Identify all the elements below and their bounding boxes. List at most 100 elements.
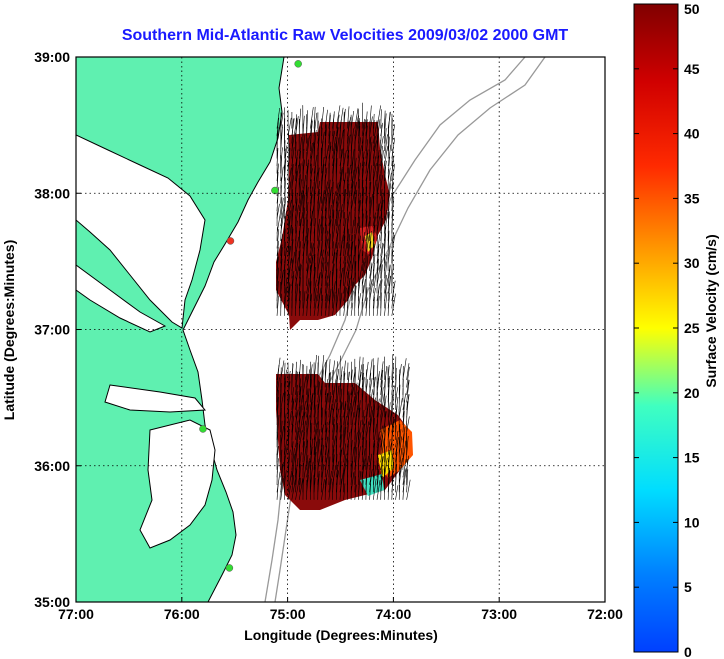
velocity-vector xyxy=(391,155,395,174)
velocity-vector xyxy=(310,203,315,227)
velocity-vector xyxy=(313,392,316,418)
velocity-vector xyxy=(376,203,380,226)
velocity-vector xyxy=(380,122,384,137)
velocity-vector xyxy=(321,479,325,500)
velocity-vector xyxy=(339,234,344,256)
velocity-vector xyxy=(291,394,294,410)
velocity-vector xyxy=(361,118,365,137)
velocity-vector xyxy=(284,241,286,256)
velocity-vector xyxy=(287,266,291,286)
velocity-vector xyxy=(332,209,335,226)
velocity-vector xyxy=(284,158,287,182)
velocity-vector xyxy=(369,182,372,197)
velocity-vector xyxy=(276,414,280,440)
velocity-vector xyxy=(365,111,368,129)
velocity-vector xyxy=(339,107,344,129)
velocity-vector xyxy=(369,197,372,211)
velocity-vector xyxy=(287,117,292,137)
velocity-vector xyxy=(402,399,406,418)
velocity-vector xyxy=(287,428,290,448)
velocity-vector xyxy=(354,245,357,264)
velocity-vector xyxy=(332,191,336,212)
velocity-vector xyxy=(358,407,361,425)
velocity-vector xyxy=(284,470,287,485)
velocity-vector xyxy=(298,300,301,316)
velocity-vector xyxy=(284,391,286,410)
velocity-vector xyxy=(298,405,303,425)
velocity-vector xyxy=(310,254,314,271)
velocity-vector xyxy=(298,477,301,493)
velocity-vector xyxy=(276,471,281,493)
velocity-vector xyxy=(324,393,329,418)
velocity-vector xyxy=(298,415,303,440)
velocity-vector xyxy=(317,180,320,197)
velocity-vector xyxy=(310,477,312,493)
velocity-vector xyxy=(376,431,380,448)
velocity-vector xyxy=(284,188,286,204)
velocity-vector xyxy=(369,469,373,485)
velocity-vector xyxy=(372,397,376,418)
radar-station-marker xyxy=(226,237,235,245)
velocity-vector xyxy=(332,241,334,256)
velocity-vector xyxy=(287,150,291,167)
colorbar xyxy=(633,3,679,653)
velocity-vector xyxy=(280,269,284,286)
velocity-vector xyxy=(358,216,361,234)
velocity-vector xyxy=(384,209,387,226)
velocity-vector xyxy=(313,451,317,478)
velocity-vector xyxy=(313,288,317,309)
velocity-vector xyxy=(373,288,376,301)
velocity-vector xyxy=(335,114,340,137)
velocity-vector xyxy=(350,396,356,418)
velocity-vector xyxy=(339,210,343,226)
velocity-vector xyxy=(280,112,284,129)
velocity-vector xyxy=(354,476,357,493)
velocity-vector xyxy=(339,401,342,418)
velocity-vector xyxy=(372,443,376,463)
velocity-vector xyxy=(321,407,323,433)
velocity-vector xyxy=(369,193,373,219)
velocity-vector xyxy=(287,485,291,500)
velocity-vector xyxy=(298,359,301,380)
velocity-vector xyxy=(280,247,283,271)
velocity-vector xyxy=(347,116,351,137)
velocity-vector xyxy=(302,394,305,410)
velocity-vector xyxy=(361,377,365,403)
velocity-vector xyxy=(306,388,310,410)
velocity-vector xyxy=(354,120,359,144)
velocity-vector xyxy=(339,169,343,189)
velocity-vector xyxy=(280,233,283,249)
velocity-vector xyxy=(387,375,391,395)
velocity-vector xyxy=(365,221,370,241)
velocity-vector xyxy=(321,131,325,152)
velocity-vector xyxy=(384,261,388,286)
velocity-vector xyxy=(339,204,343,219)
velocity-vector xyxy=(361,232,365,249)
velocity-vector xyxy=(373,156,376,174)
velocity-vector xyxy=(335,242,339,256)
velocity-vector xyxy=(298,194,303,219)
velocity-vector xyxy=(372,113,375,129)
velocity-vector xyxy=(298,108,302,129)
velocity-vector xyxy=(361,364,364,388)
velocity-vector xyxy=(324,187,329,211)
velocity-vector xyxy=(313,404,317,425)
velocity-vector xyxy=(365,158,371,182)
velocity-vector xyxy=(313,374,316,395)
velocity-vector xyxy=(276,171,279,189)
velocity-vector xyxy=(380,150,384,174)
colorbar-tick-label: 0 xyxy=(684,644,692,659)
velocity-vector xyxy=(298,291,301,309)
velocity-vector xyxy=(384,278,389,301)
velocity-vector xyxy=(298,385,302,410)
velocity-vector xyxy=(310,422,313,448)
velocity-vector xyxy=(376,163,380,182)
velocity-vector xyxy=(358,249,361,264)
velocity-vector xyxy=(335,182,339,197)
velocity-vector xyxy=(276,357,281,380)
velocity-vector xyxy=(361,269,366,286)
velocity-vector xyxy=(313,385,317,403)
velocity-vector xyxy=(302,432,305,448)
velocity-vector xyxy=(284,428,286,448)
velocity-vector xyxy=(354,222,359,241)
